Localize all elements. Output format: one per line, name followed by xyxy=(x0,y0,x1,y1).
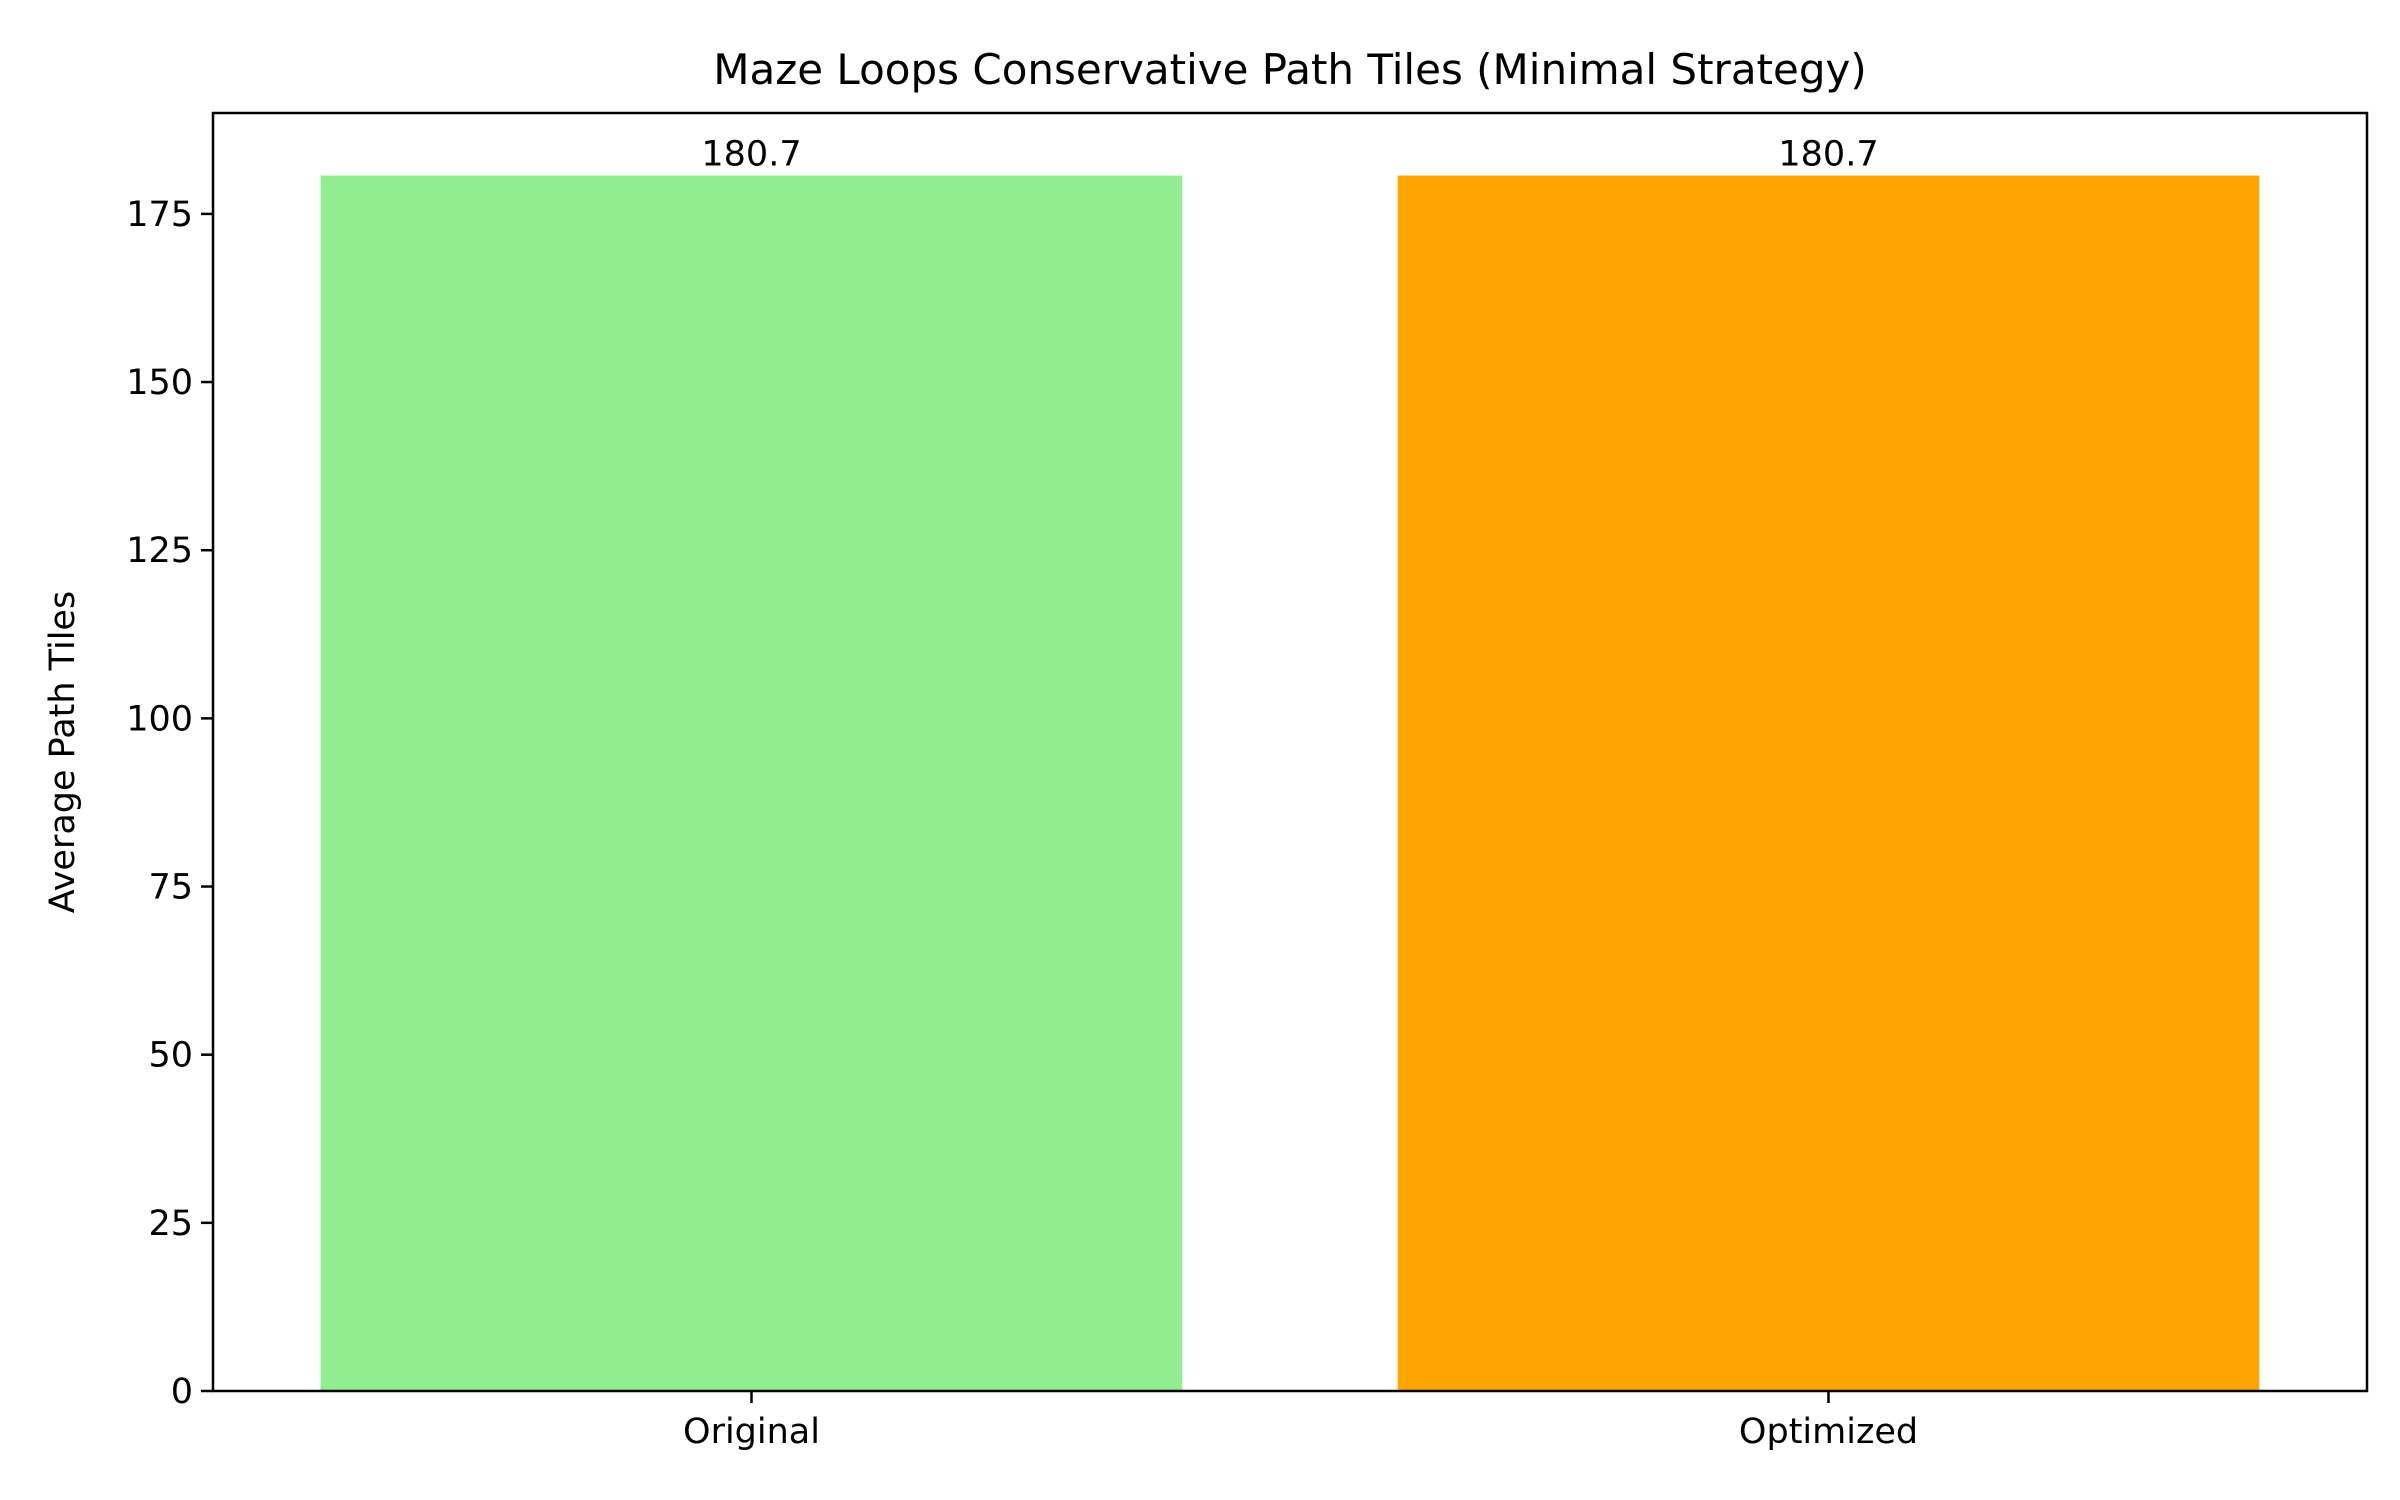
x-tick-label: Optimized xyxy=(1739,1412,1918,1452)
plot-frame xyxy=(211,111,2369,1393)
y-tick-label: 175 xyxy=(126,195,193,235)
bar-original xyxy=(320,175,1183,1392)
y-tick-label: 25 xyxy=(148,1204,193,1244)
bar-value-label: 180.7 xyxy=(1778,135,1878,175)
y-tick-label: 0 xyxy=(171,1372,193,1412)
y-tick-label: 50 xyxy=(148,1036,193,1076)
x-axis-ticks: Original Optimized xyxy=(683,1391,1918,1452)
bars-layer xyxy=(320,175,2260,1392)
x-tick-label: Original xyxy=(683,1412,820,1452)
bar-optimized xyxy=(1397,175,2260,1392)
y-tick-label: 125 xyxy=(126,531,193,571)
data-labels: 180.7 180.7 xyxy=(701,135,1878,175)
chart-title: Maze Loops Conservative Path Tiles (Mini… xyxy=(713,45,1867,94)
y-tick-label: 100 xyxy=(126,699,193,739)
y-axis-label: Average Path Tiles xyxy=(43,591,83,913)
y-tick-label: 75 xyxy=(148,868,193,908)
y-tick-label: 150 xyxy=(126,363,193,403)
bar-value-label: 180.7 xyxy=(701,135,801,175)
y-axis-ticks: 0 25 50 75 100 125 150 175 xyxy=(126,195,213,1412)
